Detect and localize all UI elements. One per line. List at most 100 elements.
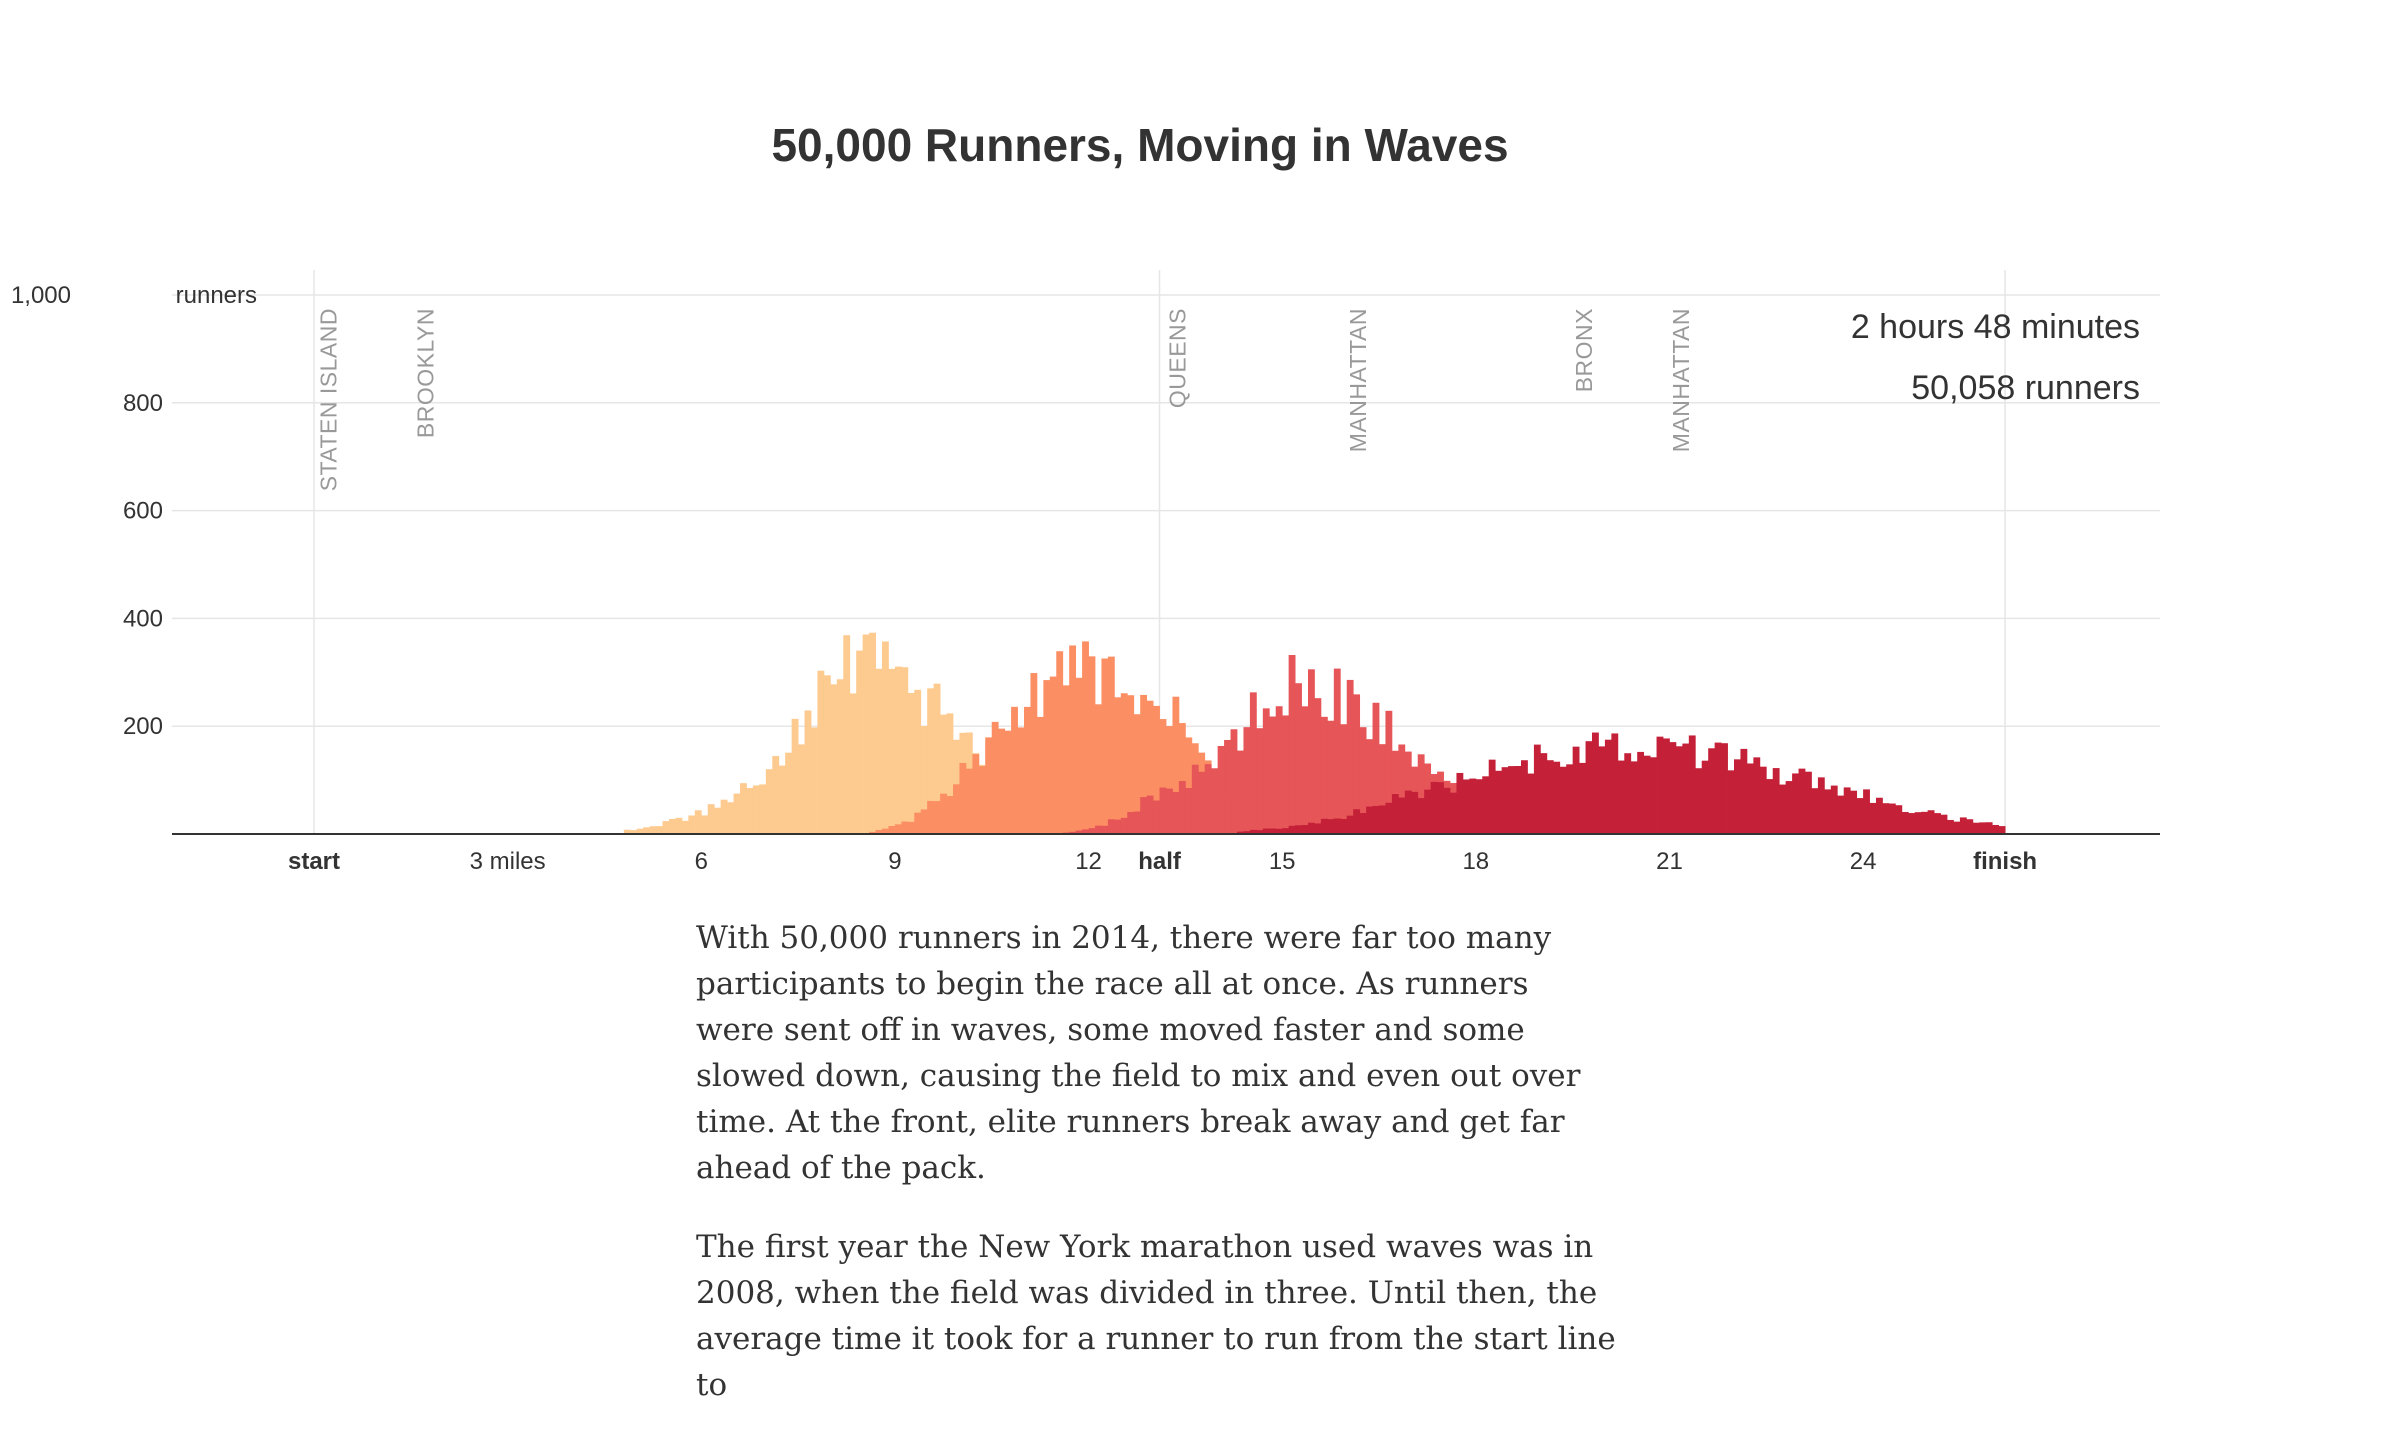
histogram-bar [688,815,696,834]
histogram-bar [643,827,651,834]
elapsed-time-label: 2 hours 48 minutes [1851,308,2140,346]
histogram-bar [901,821,909,834]
histogram-bar [1876,797,1883,834]
x-tick-label: 15 [1269,848,1296,875]
histogram-bar [1172,696,1180,834]
histogram-bar [1643,755,1651,834]
histogram-bar [1527,773,1535,834]
histogram-bar [914,812,922,834]
histogram-bar [1617,760,1625,834]
histogram-bar [1501,767,1509,834]
histogram-bar [1992,824,2000,834]
histogram-bar [1366,739,1373,834]
histogram-bar [953,784,960,834]
y-tick-label: 800 [123,390,163,417]
histogram-bar [1391,750,1399,834]
y-tick-label: 200 [123,713,163,740]
histogram-bar [869,632,876,834]
histogram-bar [882,641,889,834]
histogram-bar [856,650,864,834]
histogram-bar [1443,787,1451,834]
histogram-bar [1934,813,1941,834]
histogram-bar [1856,798,1864,834]
histogram-bar [836,679,844,834]
histogram-bar [1772,768,1780,834]
histogram-bar [894,666,902,834]
histogram-bar [1333,818,1341,834]
histogram-bar [1753,757,1761,834]
histogram-bar [798,744,805,834]
histogram-bar [991,721,999,834]
histogram-bar [1424,789,1432,834]
histogram-bar [1817,777,1825,834]
borough-label: MANHATTAN [1345,308,1371,452]
histogram-bar [875,668,883,834]
histogram-bar [946,713,954,834]
histogram-bar [1224,739,1231,834]
x-tick-label: half [1138,848,1182,875]
histogram-bar [1114,819,1122,834]
x-tick-label: 21 [1656,848,1683,875]
histogram-bar [920,726,928,834]
histogram-bar [1624,753,1632,834]
histogram-bar [946,796,954,834]
histogram-bar [1030,673,1038,834]
histogram-bar [1688,735,1696,834]
histogram-bar [765,769,773,834]
histogram-bar [1191,764,1199,834]
histogram-bar [1553,761,1561,834]
histogram-bar [1559,766,1567,834]
histogram-bar [1469,778,1477,834]
histogram-bar [888,826,896,834]
histogram-bar [1759,766,1767,834]
article-paragraph: The first year the New York marathon use… [696,1229,1616,1403]
histogram-bar [1282,828,1290,834]
histogram-bar [1663,738,1670,834]
histogram-bar [1127,695,1135,834]
histogram-bar [1107,819,1115,834]
histogram-bar [811,727,818,834]
histogram-bar [1940,814,1948,834]
histogram-bar [1101,658,1109,834]
histogram-bar [1359,727,1367,834]
histogram-bar [1088,656,1096,834]
histogram-bar [1301,706,1309,834]
histogram-bar [1779,784,1787,834]
histogram-bar [1630,761,1638,834]
histogram-bar [1650,757,1657,834]
histogram-bar [927,688,935,834]
x-tick-label: start [288,848,340,875]
histogram-bar [1056,651,1064,834]
histogram-bar [1721,743,1728,834]
histogram-bar [1133,811,1141,834]
histogram-bar [669,818,676,834]
histogram-bar [1295,825,1302,834]
histogram-bar [1340,724,1348,834]
histogram-bar [649,826,657,834]
histogram-bar [694,810,702,834]
histogram-bar [1488,759,1496,834]
histogram-bar [681,820,689,834]
histogram-bar [1888,803,1896,834]
histogram-bar [733,793,741,834]
histogram-bar [1185,737,1193,834]
histogram-bar [772,755,780,834]
histogram-bar [978,766,986,834]
histogram-bar [1811,788,1819,834]
histogram-bar [1372,805,1380,834]
histogram-bar [1927,810,1935,834]
x-tick-label: 9 [888,848,901,875]
histogram-bar [1346,815,1354,834]
histogram-bar [1133,714,1141,834]
borough-label: BRONX [1571,308,1597,392]
histogram-bar [830,684,838,834]
histogram-bar [1411,791,1419,834]
histogram-bar [1398,744,1406,834]
x-tick-label: 24 [1850,848,1877,875]
histogram-bar [740,783,747,834]
histogram-bar [1914,812,1922,834]
histogram-bar [1120,817,1128,834]
histogram-bar [882,828,889,834]
grid-lines [172,270,2160,834]
histogram-bar [1172,792,1180,834]
